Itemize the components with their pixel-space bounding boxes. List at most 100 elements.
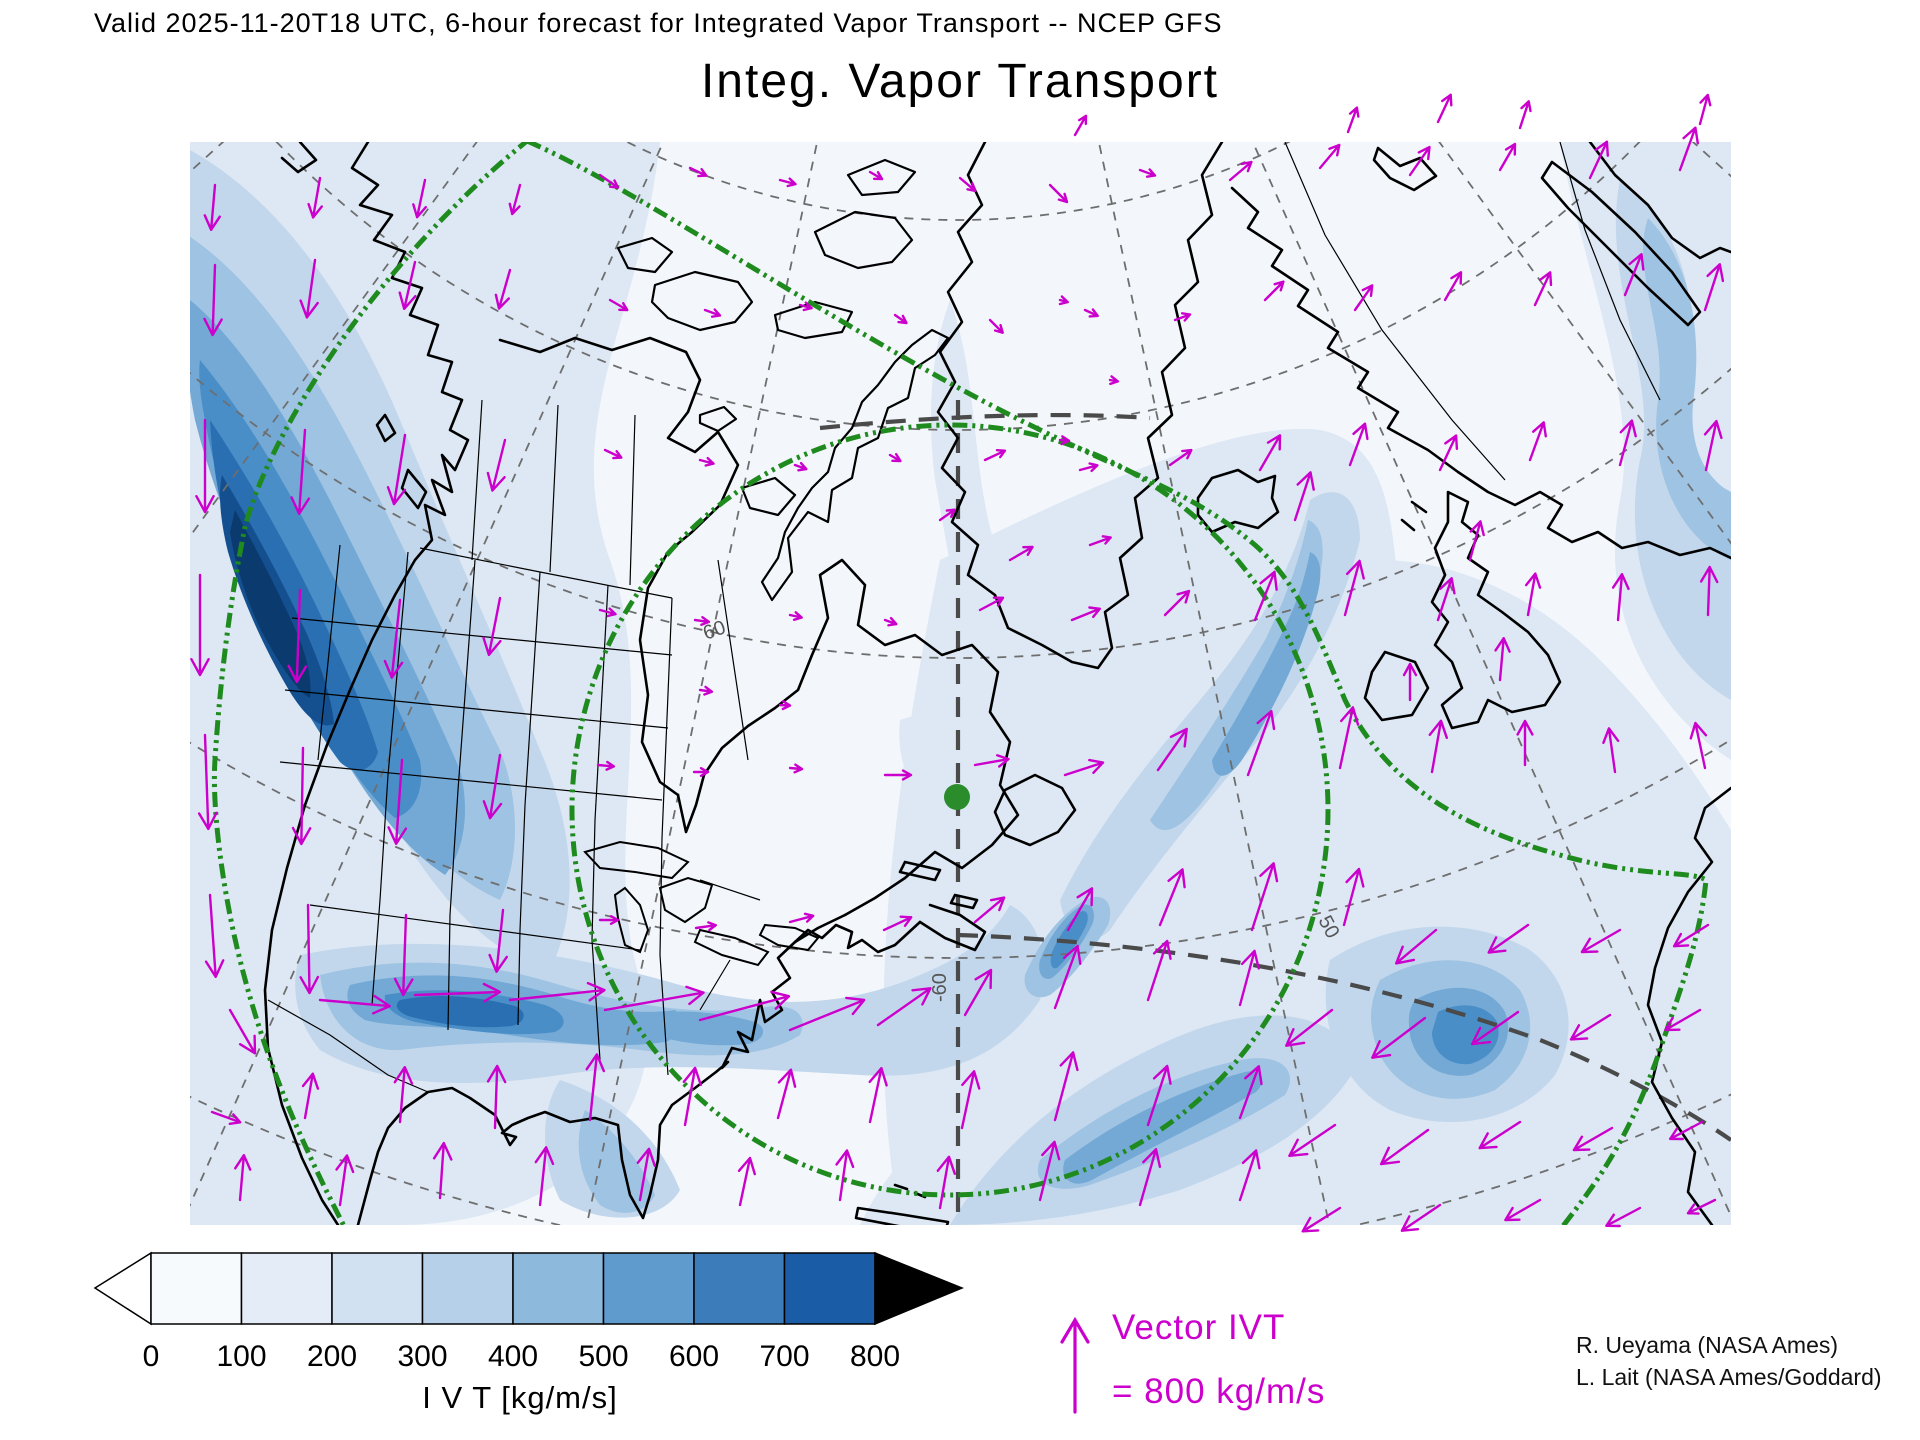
ivt-vector-arrow xyxy=(888,453,902,463)
ivt-vector-arrow xyxy=(868,1067,888,1124)
ivt-vector-arrow xyxy=(210,1110,242,1125)
ivt-vector-arrow xyxy=(1588,140,1609,180)
colorbar-tick-label: 500 xyxy=(578,1340,628,1373)
vector-legend-title: Vector IVT xyxy=(1112,1308,1286,1347)
ivt-shading xyxy=(190,142,1731,1225)
ivt-vector-arrow xyxy=(1533,271,1553,307)
ivt-vector-arrow xyxy=(1158,868,1186,927)
outer-range-ring xyxy=(211,142,1709,1225)
ivt-vector-arrow xyxy=(299,258,319,319)
ivt-vector-arrow xyxy=(788,996,866,1032)
ivt-vector-arrow xyxy=(1402,662,1418,702)
ivt-vector-arrow xyxy=(1263,280,1285,302)
ivt-vector-arrow xyxy=(1498,142,1517,172)
ivt-vector-arrow xyxy=(737,1156,756,1207)
ivt-vector-arrow xyxy=(1428,719,1448,774)
ivt-vector-arrow xyxy=(883,769,913,781)
ivt-vector-arrow xyxy=(508,981,606,1002)
ivt-vectors xyxy=(190,93,1725,1233)
arctic-islands xyxy=(616,158,950,602)
ivt-vector-arrow xyxy=(778,177,797,188)
ivt-vector-arrow xyxy=(1436,93,1453,124)
ivt-vector-arrow xyxy=(1698,93,1712,126)
ivt-vector-arrow xyxy=(190,573,210,677)
ivt-vector-arrow xyxy=(1163,589,1191,617)
ivt-vector-arrow xyxy=(1053,944,1082,1010)
inner-range-ring xyxy=(569,422,1331,1198)
ivt-vector-arrow xyxy=(608,298,629,312)
ivt-vector-arrow xyxy=(988,318,1004,334)
ivt-vector-arrow xyxy=(876,987,932,1027)
ivt-vector-arrow xyxy=(1066,887,1094,932)
ivt-vector-arrow xyxy=(1504,1198,1542,1222)
ivt-vector-arrow xyxy=(868,170,884,181)
ivt-vector-arrow xyxy=(195,418,215,514)
credit-line-2: L. Lait (NASA Ames/Goddard) xyxy=(1576,1364,1882,1390)
ivt-vector-arrow xyxy=(1146,939,1172,1002)
ivt-vector-arrow xyxy=(1487,923,1530,954)
ivt-vector-arrow xyxy=(788,611,803,621)
ivt-vector-arrow xyxy=(1494,637,1511,682)
ivt-vector-arrow xyxy=(1605,1206,1642,1228)
ivt-vector-arrow xyxy=(1258,434,1282,472)
ivt-vector-arrow xyxy=(203,263,223,337)
ivt-vector-arrow xyxy=(1664,1008,1702,1032)
ivt-vector-arrow xyxy=(1602,727,1620,774)
ivt-vector-arrow xyxy=(1301,1206,1342,1233)
ivt-vector-arrow xyxy=(1338,706,1360,770)
ivt-vector-arrow xyxy=(508,183,522,216)
ivt-vector-arrow xyxy=(1168,448,1193,467)
colorbar-cell xyxy=(240,1252,333,1325)
ivt-vector-arrow xyxy=(1400,1203,1442,1232)
ivt-vector-arrow xyxy=(598,607,617,618)
ivt-vector-arrow xyxy=(1528,421,1547,462)
ivt-vector-arrow xyxy=(534,1146,555,1207)
colorbar-overflow-arrow xyxy=(874,1251,964,1326)
ivt-vector-arrow xyxy=(1156,727,1188,772)
ivt-vector-arrow xyxy=(488,908,508,973)
ivt-vector-arrow xyxy=(1516,719,1534,767)
vector-legend-value: = 800 kg/m/s xyxy=(1112,1372,1326,1411)
colorbar-tick-label: 700 xyxy=(759,1340,809,1373)
ivt-vector-arrow xyxy=(1238,949,1260,1007)
ivt-vector-arrow xyxy=(596,760,616,771)
ivt-vector-arrow xyxy=(936,1155,956,1210)
ivt-vector-arrow xyxy=(776,1068,797,1120)
ivt-vector-arrow xyxy=(1346,106,1360,134)
ivt-vector-arrow xyxy=(598,915,620,925)
ivt-vector-arrow xyxy=(482,596,502,657)
ivt-vector-arrow xyxy=(1669,1120,1704,1141)
ivt-vector-arrow xyxy=(1138,168,1157,178)
ivt-vector-arrow xyxy=(1443,271,1463,302)
ivt-vector-arrow xyxy=(299,903,320,995)
ivt-vector-arrow xyxy=(1524,572,1542,617)
ivt-vector-arrow xyxy=(693,616,711,626)
ivt-vector-arrow xyxy=(938,508,956,522)
ivt-vector-arrow xyxy=(412,178,427,219)
ivt-vector-arrow xyxy=(335,1154,355,1207)
ivt-vector-arrow xyxy=(1395,928,1438,965)
ivt-vector-arrow xyxy=(1073,114,1088,137)
ivt-vector-arrow xyxy=(1250,862,1279,932)
ivt-vector-arrow xyxy=(603,985,705,1012)
ivt-vector-arrow xyxy=(688,166,708,178)
graticule-label: -60 xyxy=(929,973,951,1002)
ivt-vector-arrow xyxy=(1318,143,1341,170)
ivt-vector-arrow xyxy=(598,173,620,189)
ivt-vector-arrow xyxy=(1678,126,1699,172)
ivt-vector-arrow xyxy=(494,268,512,310)
ivt-vector-arrow xyxy=(798,301,813,312)
ivt-vector-arrow xyxy=(1703,419,1723,472)
ivt-vector-arrow xyxy=(778,700,792,711)
credit-line-1: R. Ueyama (NASA Ames) xyxy=(1576,1332,1839,1358)
ivt-vector-arrow xyxy=(1468,520,1485,562)
ivt-vector-arrow xyxy=(835,1149,855,1202)
ivt-vector-arrow xyxy=(234,1154,252,1202)
bold-graticule-lines xyxy=(819,400,1731,1225)
ivt-vector-arrow xyxy=(1288,1123,1337,1157)
ivt-vector-arrow xyxy=(960,1070,981,1130)
ivt-vector-arrow xyxy=(1379,1128,1430,1166)
ivt-vector-arrow xyxy=(1008,545,1034,562)
ivt-vector-arrow xyxy=(1138,1148,1162,1207)
ivt-vector-arrow xyxy=(398,260,417,310)
